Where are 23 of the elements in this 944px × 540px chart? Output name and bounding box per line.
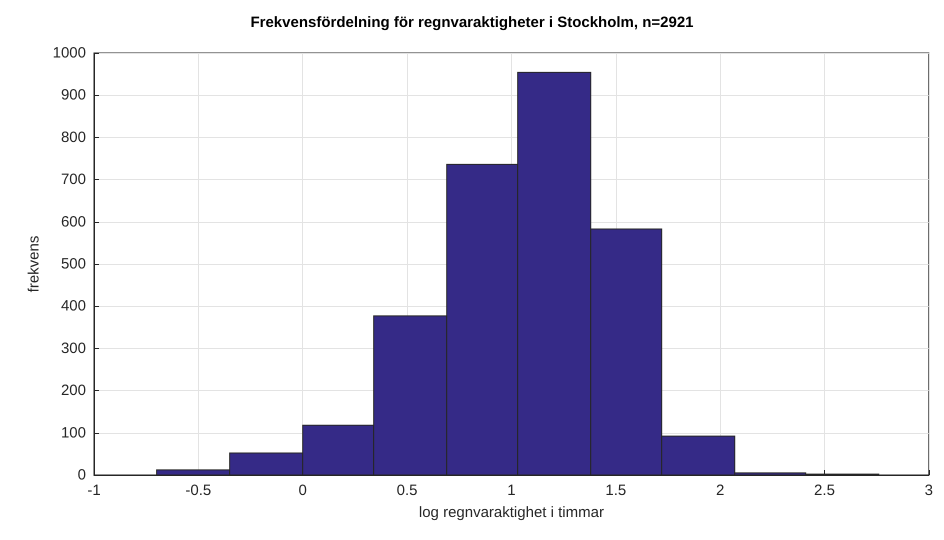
x-tick-label: -1 xyxy=(87,482,101,499)
x-tick-label: 1.5 xyxy=(605,482,626,499)
y-tick-label: 200 xyxy=(60,382,86,400)
x-tick-label: 2 xyxy=(716,482,724,499)
chart-title: Frekvensfördelning för regnvaraktigheter i Stockholm, n=2921 xyxy=(250,14,694,31)
y-tick-label: 500 xyxy=(60,256,86,272)
x-tick-label: 0 xyxy=(298,482,307,499)
y-tick-label: 700 xyxy=(60,171,86,188)
y-tick-label: 900 xyxy=(60,86,86,104)
y-tick-label: 600 xyxy=(60,213,86,230)
x-tick-label: 0.5 xyxy=(396,482,418,499)
x-axis-title: log regnvaraktighet i timmar xyxy=(418,504,604,521)
y-tick-label: 400 xyxy=(60,298,86,315)
y-tick-label: 100 xyxy=(60,424,86,442)
y-tick-label: 0 xyxy=(78,466,86,484)
y-tick-label: 800 xyxy=(60,128,86,146)
y-tick-label: 1000 xyxy=(52,44,86,62)
x-tick-label: 3 xyxy=(924,482,933,499)
x-tick-label: 1 xyxy=(507,482,516,499)
y-axis-title: frekvens xyxy=(26,236,43,292)
x-tick-label: -0.5 xyxy=(185,482,212,499)
x-tick-label: 2.5 xyxy=(814,482,835,499)
y-tick-label: 300 xyxy=(60,340,86,357)
